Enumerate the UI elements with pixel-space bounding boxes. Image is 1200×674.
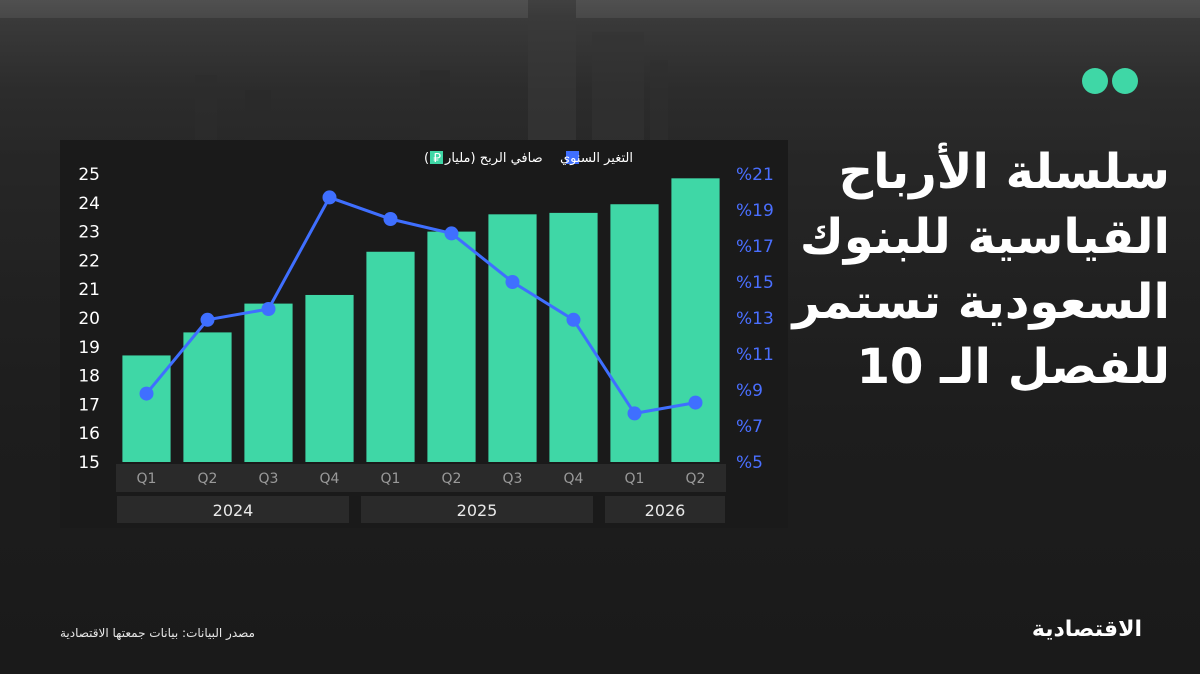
y-left-tick-label: 18 (78, 367, 100, 387)
yoy-point (200, 312, 215, 327)
bar (427, 231, 476, 462)
legend-label: صافي الربح (مليار ⃁ ) (424, 151, 543, 166)
y-right-tick-label: %21 (736, 165, 774, 185)
bar (183, 332, 232, 462)
x-tick-label: Q4 (564, 471, 584, 487)
y-left-tick-label: 25 (78, 165, 100, 185)
bar (671, 178, 720, 462)
y-right-tick-label: %9 (736, 381, 763, 401)
yoy-change-line (145, 195, 696, 416)
bar (366, 251, 415, 462)
x-tick-label: Q4 (320, 471, 340, 487)
bar (488, 214, 537, 462)
y-right-tick-label: %5 (736, 453, 763, 473)
x-tick-label: Q1 (381, 471, 401, 487)
x-tick-label: Q2 (686, 471, 706, 487)
year-label: 2026 (645, 501, 686, 520)
legend-swatch (430, 151, 443, 164)
y-left-tick-label: 19 (78, 338, 100, 358)
y-left-tick-label: 17 (78, 395, 100, 415)
y-right-tick-label: %17 (736, 237, 774, 257)
yoy-point (688, 395, 703, 410)
yoy-point (261, 302, 276, 316)
publisher-logo: الاقتصادية (1031, 617, 1142, 642)
year-band (605, 496, 725, 523)
x-tick-label: Q2 (198, 471, 218, 487)
y-right-tick-label: %7 (736, 417, 763, 437)
yoy-point (139, 386, 154, 401)
y-right-tick-label: %11 (736, 345, 774, 365)
yoy-point (383, 212, 398, 226)
category-band (116, 464, 726, 492)
chart-panel: صافي الربح (مليار ⃁ ) التغير السنوي 15 16 17… (60, 140, 788, 528)
legend-swatch (566, 151, 579, 164)
data-source-note: مصدر البيانات: بيانات جمعتها الاقتصادية (60, 626, 255, 640)
year-label: 2025 (457, 501, 498, 520)
yoy-point (505, 275, 520, 289)
x-tick-label: Q2 (442, 471, 462, 487)
brand-dot (1112, 68, 1138, 94)
x-tick-label: Q1 (625, 471, 645, 487)
brand-dot (1082, 68, 1108, 94)
bar (305, 294, 354, 462)
x-tick-label: Q3 (259, 471, 279, 487)
y-right-tick-label: %15 (736, 273, 774, 293)
yoy-point (627, 406, 642, 421)
y-right-tick-label: %19 (736, 201, 774, 221)
combo-chart: صافي الربح (مليار ⃁ ) التغير السنوي 15 16 17… (78, 151, 774, 523)
year-band (361, 496, 593, 523)
y-right-tick-label: %13 (736, 309, 774, 329)
legend-label: التغير السنوي (560, 151, 633, 166)
yoy-point (444, 226, 459, 241)
bar (244, 303, 293, 462)
y-left-tick-label: 20 (78, 309, 100, 329)
y-left-tick-label: 15 (78, 453, 100, 473)
y-left-tick-label: 21 (78, 280, 100, 300)
y-left-tick-label: 23 (78, 223, 100, 243)
y-left-tick-label: 24 (78, 194, 100, 214)
bar (610, 204, 659, 462)
headline: سلسلة الأرباح القياسية للبنوك السعودية ت… (792, 144, 1170, 395)
year-band (117, 496, 349, 523)
brand-dots (1082, 68, 1138, 94)
x-tick-label: Q1 (137, 471, 157, 487)
x-tick-label: Q3 (503, 471, 523, 487)
bar (549, 212, 598, 462)
yoy-point (566, 312, 581, 327)
yoy-point (322, 190, 337, 205)
year-label: 2024 (213, 501, 254, 520)
y-left-tick-label: 22 (78, 251, 100, 271)
y-left-tick-label: 16 (78, 424, 100, 444)
